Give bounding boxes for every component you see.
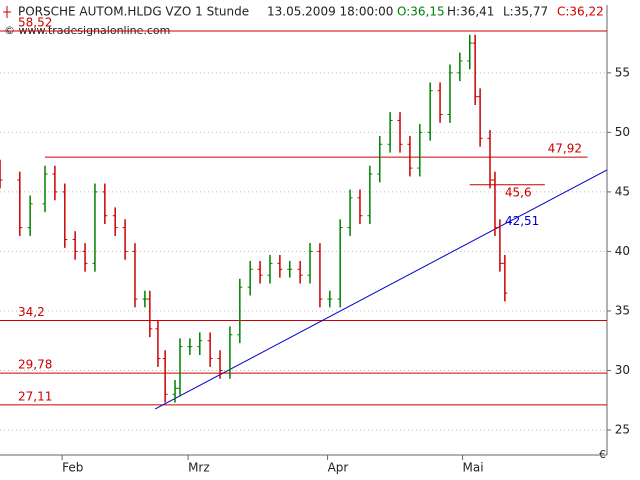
x-tick-label: Apr [328,461,349,475]
y-tick-label: 30 [615,363,630,377]
x-tick-label: Feb [62,461,83,475]
header-datetime: 13.05.2009 18:00:00 [267,5,393,19]
y-tick-label: 25 [615,423,630,437]
y-tick-label: 50 [615,125,630,139]
line-label: 58,52 [18,15,52,29]
header-open: O:36,15 [397,5,445,19]
x-tick-label: Mai [463,461,484,475]
header-close: C:36,22 [557,5,604,19]
chart-title: PORSCHE AUTOM.HLDG VZO 1 Stunde [18,5,249,19]
header-high: H:36,41 [447,5,494,19]
y-tick-label: 55 [615,65,630,79]
line-label: 47,92 [548,142,582,156]
line-label: 34,2 [18,305,45,319]
y-tick-label: 35 [615,303,630,317]
header-low: L:35,77 [503,5,548,19]
annotation: 42,51 [505,214,539,228]
y-tick-label: 45 [615,184,630,198]
y-tick-label: 40 [615,244,630,258]
x-tick-label: Mrz [188,461,210,475]
line-label: 29,78 [18,358,52,372]
line-label: 45,6 [505,185,532,199]
line-label: 27,11 [18,389,52,403]
